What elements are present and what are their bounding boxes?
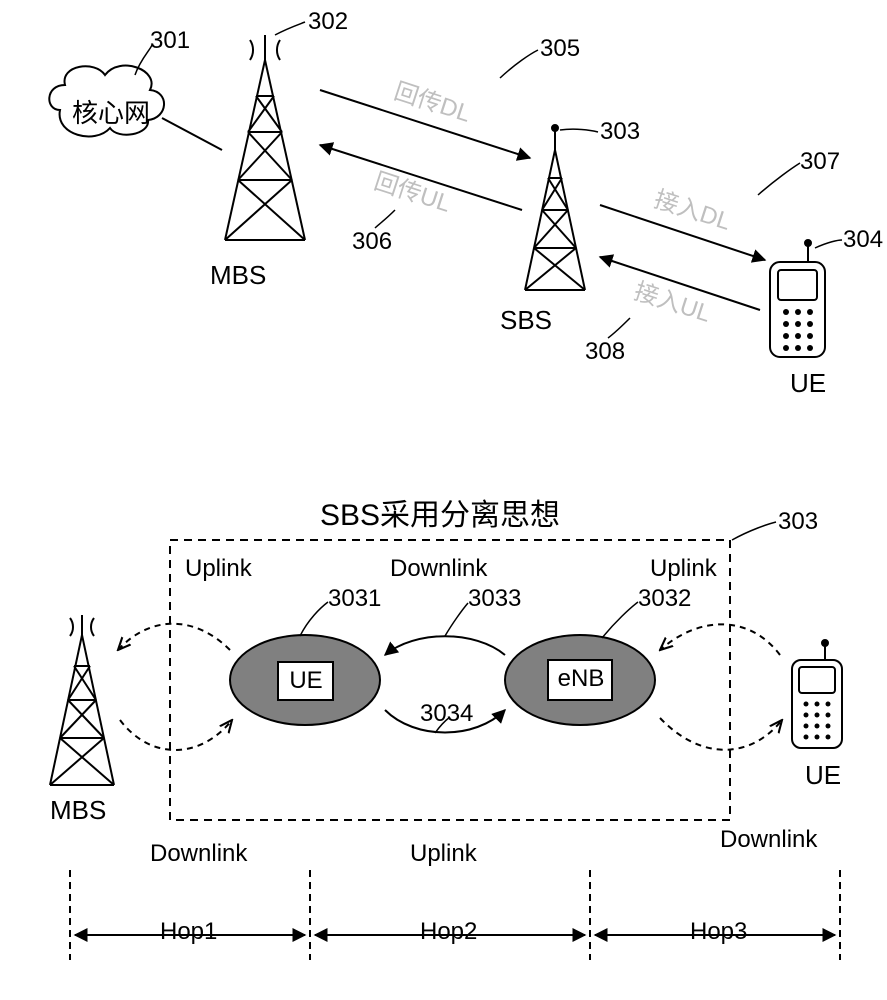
ue-phone-icon-bottom xyxy=(792,640,842,748)
label-access-ul-text: 接入UL xyxy=(631,278,714,328)
sbs-separation-title: SBS采用分离思想 xyxy=(320,490,560,534)
callout-line-306 xyxy=(375,210,395,228)
ref-3032: 3032 xyxy=(638,585,691,613)
ref-303: 303 xyxy=(600,118,640,146)
link-core-to-mbs xyxy=(162,118,222,150)
callout-line-3031 xyxy=(300,602,328,636)
sbs-ue-box-label: UE xyxy=(288,667,324,695)
core-net-label: 核心网 xyxy=(72,93,150,130)
uplink-label-left: Uplink xyxy=(185,555,252,583)
arrow-hop1-uplink xyxy=(118,624,230,650)
ref-301: 301 xyxy=(150,27,190,55)
hop1-label: Hop1 xyxy=(160,918,217,946)
ue-phone-icon-top xyxy=(770,240,825,357)
label-access-dl-text: 接入DL xyxy=(651,186,734,236)
ref-3034: 3034 xyxy=(420,700,473,728)
label-backhaul-dl-text: 回传DL xyxy=(391,78,474,128)
sbs-label: SBS xyxy=(500,305,552,336)
arrow-hop3-uplink xyxy=(660,624,780,655)
ref-3031: 3031 xyxy=(328,585,381,613)
mbs-label-bottom: MBS xyxy=(50,795,106,826)
callout-line-303 xyxy=(560,129,598,132)
ref-308: 308 xyxy=(585,338,625,366)
hop2-label: Hop2 xyxy=(420,918,477,946)
callout-line-304 xyxy=(815,240,842,248)
ref-304: 304 xyxy=(843,226,883,254)
ref-302: 302 xyxy=(308,8,348,36)
callout-line-307 xyxy=(758,163,800,195)
callout-line-308 xyxy=(608,318,630,338)
callout-line-305 xyxy=(500,50,538,78)
sbs-enb-box-label: eNB xyxy=(553,665,609,693)
mbs-tower-icon xyxy=(225,35,305,240)
page-canvas: 回传DL 回传UL 接入DL 接入UL xyxy=(0,0,887,1000)
sbs-tower-icon xyxy=(525,125,585,290)
ref-306: 306 xyxy=(352,228,392,256)
callout-line-box-303 xyxy=(732,522,776,540)
arrow-inner-downlink xyxy=(385,636,505,655)
uplink-label-right: Uplink xyxy=(650,555,717,583)
mbs-tower-icon-bottom xyxy=(50,615,114,785)
ref-307: 307 xyxy=(800,148,840,176)
downlink-label-right-bottom: Downlink xyxy=(720,826,817,854)
uplink-label-mid-bottom: Uplink xyxy=(410,840,477,868)
arrow-hop3-downlink xyxy=(660,718,782,750)
ue-label-bottom: UE xyxy=(805,760,841,791)
hop3-label: Hop3 xyxy=(690,918,747,946)
downlink-label-left-bottom: Downlink xyxy=(150,840,247,868)
mbs-label: MBS xyxy=(210,260,266,291)
downlink-label-mid: Downlink xyxy=(390,555,487,583)
callout-line-3033 xyxy=(445,603,468,636)
ue-label-top: UE xyxy=(790,368,826,399)
ref-3033: 3033 xyxy=(468,585,521,613)
ref-305: 305 xyxy=(540,35,580,63)
callout-line-302 xyxy=(275,22,305,35)
callout-line-3032 xyxy=(602,602,638,638)
ref-box-303: 303 xyxy=(778,508,818,536)
arrow-hop1-downlink xyxy=(120,720,232,750)
